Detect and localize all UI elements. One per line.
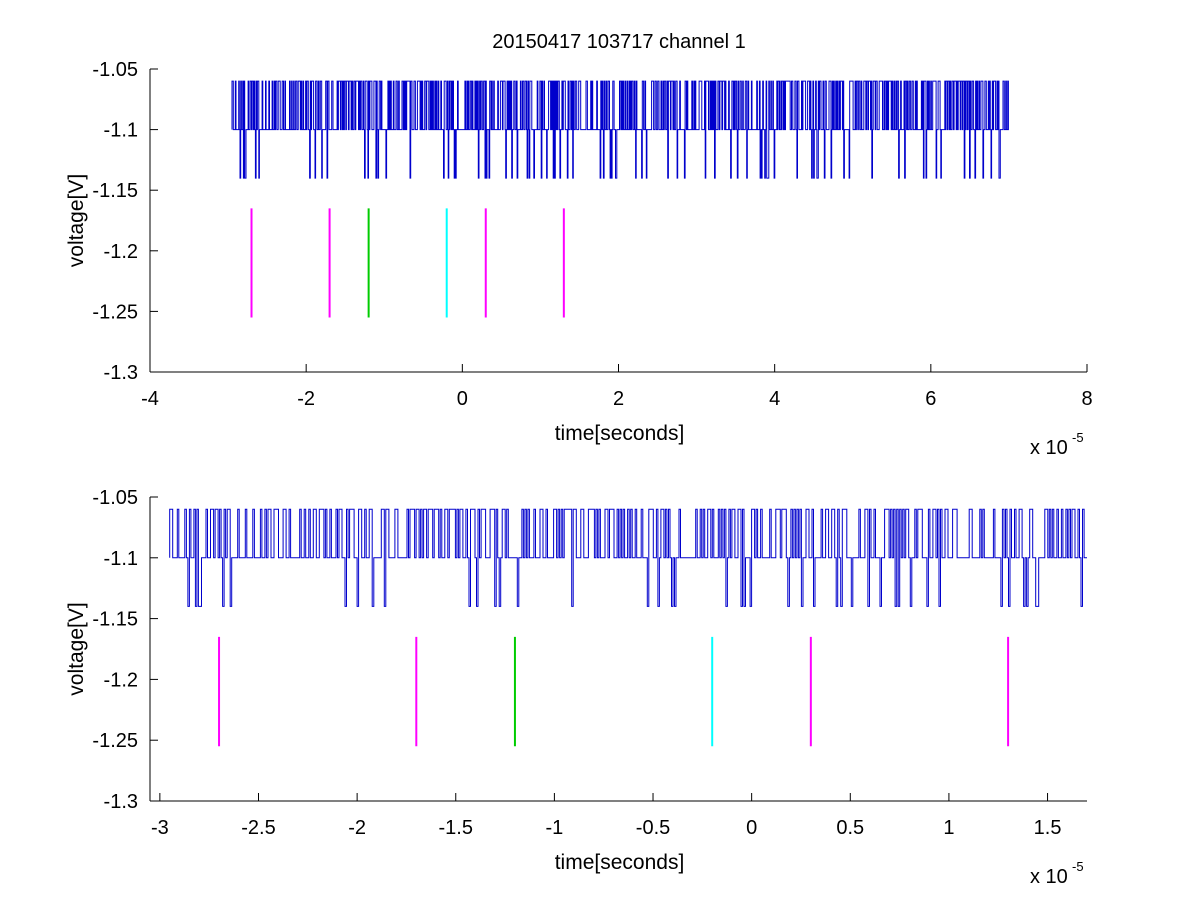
y-tick-label: -1.1 xyxy=(104,120,138,142)
y-axis-label: voltage[V] xyxy=(65,602,88,695)
x-multiplier-exponent: -5 xyxy=(1072,430,1084,445)
y-tick-label: -1.1 xyxy=(104,548,138,570)
y-tick-label: -1.05 xyxy=(92,487,138,509)
x-tick-label: 8 xyxy=(1081,388,1092,410)
x-tick-label: 0 xyxy=(457,388,468,410)
y-tick-label: -1.15 xyxy=(92,609,138,631)
x-tick-label: 0 xyxy=(746,817,757,839)
x-tick-label: -0.5 xyxy=(636,817,670,839)
x-multiplier-base: x 10 xyxy=(1030,437,1068,459)
x-multiplier-exponent: -5 xyxy=(1072,859,1084,874)
x-tick-label: 4 xyxy=(769,388,780,410)
y-tick-label: -1.15 xyxy=(92,180,138,202)
plot-bottom: -3 -2.5 -2 -1.5 -1 -0.5 0 0.5 1 1.5 -1.3 -1.25 -1.2 -… xyxy=(65,487,1087,888)
x-tick-label: -4 xyxy=(141,388,159,410)
y-tick-label: -1.2 xyxy=(104,241,138,263)
y-tick-label: -1.05 xyxy=(92,59,138,81)
figure-title: 20150417 103717 channel 1 xyxy=(492,31,746,53)
x-tick-label: 1 xyxy=(943,817,954,839)
x-tick-label: -1 xyxy=(545,817,563,839)
x-multiplier-base: x 10 xyxy=(1030,866,1068,888)
x-axis-label: time[seconds] xyxy=(555,851,685,874)
y-tick-label: -1.25 xyxy=(92,730,138,752)
signal-trace xyxy=(169,508,1087,607)
x-tick-label: -3 xyxy=(151,817,169,839)
plot-top: -4 -2 0 2 4 6 8 -1.3 -1.25 -1.2 -1.15 -1.1 -1.05 time… xyxy=(65,59,1093,459)
y-tick-label: -1.3 xyxy=(104,791,138,813)
x-tick-label: 1.5 xyxy=(1034,817,1062,839)
x-tick-label: -2.5 xyxy=(241,817,275,839)
y-tick-label: -1.3 xyxy=(104,362,138,384)
y-tick-label: -1.2 xyxy=(104,669,138,691)
x-tick-label: -2 xyxy=(297,388,315,410)
x-tick-label: 2 xyxy=(613,388,624,410)
x-tick-label: -2 xyxy=(348,817,366,839)
x-tick-label: -1.5 xyxy=(439,817,473,839)
y-tick-label: -1.25 xyxy=(92,301,138,323)
x-axis-label: time[seconds] xyxy=(555,422,685,445)
y-axis-label: voltage[V] xyxy=(65,174,88,267)
x-tick-label: 6 xyxy=(925,388,936,410)
signal-trace xyxy=(231,80,1009,179)
x-tick-label: 0.5 xyxy=(836,817,864,839)
